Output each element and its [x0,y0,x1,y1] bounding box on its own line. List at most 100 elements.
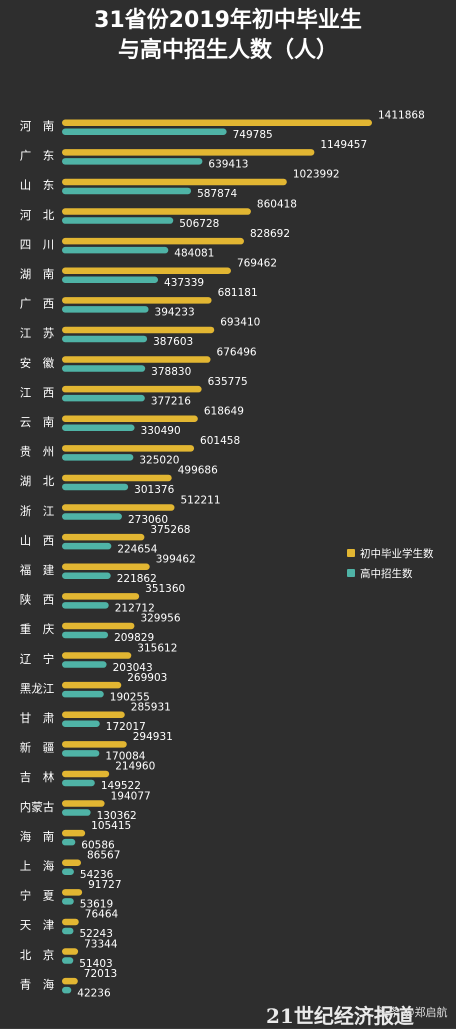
bar-graduates [62,208,251,215]
bar-enrollment [62,661,107,668]
bar-enrollment [62,158,203,165]
data-label-enrollment: 394233 [155,307,195,319]
data-label-graduates: 635775 [208,376,248,388]
category-label: 广 西 [20,297,55,311]
legend-swatch-enrollment [347,569,355,577]
category-label: 天 津 [20,918,55,932]
bar-graduates [62,977,78,985]
bar-graduates [62,267,231,274]
data-label-graduates: 601458 [200,435,240,447]
category-label: 宁 夏 [20,889,55,903]
data-label-enrollment: 60586 [81,839,115,851]
bar-enrollment [62,187,192,195]
bar-graduates [62,385,202,393]
data-label-enrollment: 378830 [151,366,191,378]
data-label-enrollment: 149522 [101,780,141,792]
category-label: 甘 肃 [20,711,55,725]
bar-enrollment [62,217,174,224]
bar-graduates [62,918,79,926]
data-label-enrollment: 52243 [79,928,112,940]
category-label: 江 苏 [20,326,55,340]
data-label-graduates: 860418 [257,198,297,210]
data-label-graduates: 214960 [115,761,155,773]
data-label-graduates: 105415 [91,820,131,832]
data-label-enrollment: 437339 [164,277,204,289]
bar-graduates [62,800,105,807]
data-label-graduates: 399462 [156,554,196,566]
data-label-enrollment: 212712 [115,603,155,615]
data-label-enrollment: 325020 [139,455,179,467]
category-label: 新 疆 [20,741,55,755]
category-label: 吉 林 [20,770,55,784]
data-label-enrollment: 172017 [106,721,146,733]
bar-graduates [62,770,110,778]
bar-graduates [62,119,372,126]
data-label-enrollment: 209829 [114,632,154,644]
category-label: 青 海 [20,977,55,991]
bar-graduates [62,563,150,570]
bar-graduates [62,741,127,748]
chart-title-line1: 31省份2019年初中毕业生 [94,8,362,33]
bar-enrollment [62,424,135,431]
data-label-graduates: 375268 [150,524,190,536]
chart-title: 31省份2019年初中毕业生 与高中招生人数（人） [0,6,456,66]
data-label-graduates: 72013 [84,968,117,980]
category-label: 浙 江 [20,504,55,518]
category-label: 安 徽 [20,356,55,370]
bar-enrollment [62,986,72,994]
data-label-enrollment: 170084 [105,751,145,763]
legend-label-graduates: 初中毕业学生数 [360,547,434,560]
data-label-graduates: 315612 [137,642,177,654]
bar-graduates [62,533,145,541]
bar-enrollment [62,957,74,964]
bar-graduates [62,237,244,245]
data-label-graduates: 1023992 [293,169,340,181]
data-label-graduates: 294931 [133,731,173,743]
bar-enrollment [62,246,169,254]
data-label-enrollment: 639413 [208,159,248,171]
data-label-enrollment: 53619 [80,899,113,911]
data-label-graduates: 194077 [111,790,151,802]
bar-graduates [62,326,215,334]
bar-graduates [62,593,140,600]
data-label-graduates: 73344 [84,938,118,950]
category-label: 海 南 [20,829,55,843]
bar-enrollment [62,898,74,905]
legend: 初中毕业学生数 高中招生数 [347,543,434,583]
data-label-enrollment: 273060 [128,514,168,526]
data-label-graduates: 91727 [88,879,121,891]
legend-label-enrollment: 高中招生数 [360,567,413,580]
bar-enrollment [62,602,109,609]
category-label: 四 川 [20,237,55,251]
bar-graduates [62,474,172,482]
category-label: 河 北 [20,208,55,222]
data-label-graduates: 1411868 [378,110,425,122]
bar-graduates [62,504,175,511]
data-label-graduates: 618649 [204,406,244,418]
data-label-enrollment: 506728 [179,218,219,230]
data-label-enrollment: 190255 [110,691,150,703]
data-label-graduates: 1149457 [320,139,367,151]
bar-enrollment [62,838,76,846]
category-label: 贵 州 [20,445,55,459]
data-label-enrollment: 377216 [151,395,191,407]
bar-enrollment [62,572,111,579]
data-label-graduates: 499686 [178,465,218,477]
watermark-logo: 21世纪经济报道 [266,1004,414,1028]
bar-enrollment [62,750,100,757]
bar-enrollment [62,276,159,283]
data-label-enrollment: 51403 [79,958,112,970]
category-label: 重 庆 [20,622,55,636]
data-label-graduates: 676496 [217,346,257,358]
data-label-enrollment: 130362 [97,810,137,822]
watermark-handle: 头条 @郑启航 [378,1006,448,1019]
category-label: 北 京 [20,948,55,962]
bar-enrollment [62,927,74,935]
data-label-enrollment: 484081 [174,247,214,259]
bar-graduates [62,889,83,896]
category-label: 陕 西 [20,593,55,607]
data-label-graduates: 351360 [145,583,185,595]
bar-graduates [62,622,135,630]
legend-item-enrollment: 高中招生数 [347,563,434,583]
